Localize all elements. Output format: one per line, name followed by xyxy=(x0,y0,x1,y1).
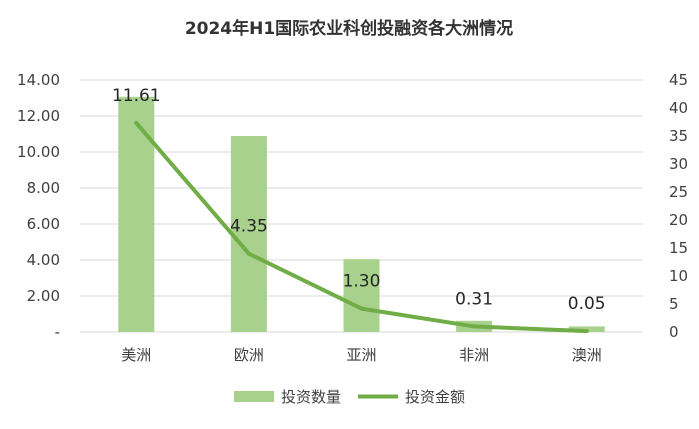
chart-title: 2024年H1国际农业科创投融资各大洲情况 xyxy=(185,18,513,39)
data-label: 4.35 xyxy=(230,217,268,237)
line-point xyxy=(134,121,139,126)
line-point xyxy=(584,329,589,334)
right-tick-label: 25 xyxy=(669,183,688,201)
category-label: 澳洲 xyxy=(572,346,602,364)
data-labels: 11.61 4.35 1.30 0.31 0.05 xyxy=(112,86,606,314)
right-tick-label: 5 xyxy=(669,295,679,313)
legend: 投资数量 投资金额 xyxy=(234,388,465,406)
right-tick-label: 0 xyxy=(669,323,679,341)
category-label: 非洲 xyxy=(459,346,489,364)
data-label: 0.05 xyxy=(568,294,606,314)
bar xyxy=(230,136,267,332)
line-point xyxy=(472,324,477,329)
legend-label-line: 投资金额 xyxy=(405,388,465,406)
left-tick-label: 12.00 xyxy=(17,107,60,125)
data-label: 1.30 xyxy=(343,272,381,292)
right-tick-label: 15 xyxy=(669,239,688,257)
line-point xyxy=(246,251,251,256)
data-label: 0.31 xyxy=(455,289,493,309)
left-tick-label: 4.00 xyxy=(27,251,60,269)
right-tick-label: 20 xyxy=(669,211,688,229)
left-tick-label: 2.00 xyxy=(27,287,60,305)
category-label: 亚洲 xyxy=(346,346,376,364)
right-axis: 0 5 10 15 20 25 30 35 40 45 xyxy=(669,71,688,341)
right-tick-label: 45 xyxy=(669,71,688,89)
bar xyxy=(118,96,155,332)
left-axis: - 2.00 4.00 6.00 8.00 10.00 12.00 14.00 xyxy=(17,71,60,341)
line-series xyxy=(134,121,589,334)
bar-series xyxy=(118,96,605,332)
right-tick-label: 10 xyxy=(669,267,688,285)
left-tick-label: 10.00 xyxy=(17,143,60,161)
left-tick-label: 8.00 xyxy=(27,179,60,197)
legend-label-bar: 投资数量 xyxy=(281,388,341,406)
right-tick-label: 40 xyxy=(669,99,688,117)
category-axis: 美洲 欧洲 亚洲 非洲 澳洲 xyxy=(121,346,601,364)
right-tick-label: 30 xyxy=(669,155,688,173)
data-label: 11.61 xyxy=(112,86,161,106)
legend-swatch-bar xyxy=(234,391,274,402)
left-tick-label: 6.00 xyxy=(27,215,60,233)
category-label: 美洲 xyxy=(121,346,151,364)
bar xyxy=(343,259,380,332)
category-label: 欧洲 xyxy=(234,346,264,364)
left-tick-label: - xyxy=(55,323,60,341)
right-tick-label: 35 xyxy=(669,127,688,145)
left-tick-label: 14.00 xyxy=(17,71,60,89)
line-point xyxy=(359,306,364,311)
